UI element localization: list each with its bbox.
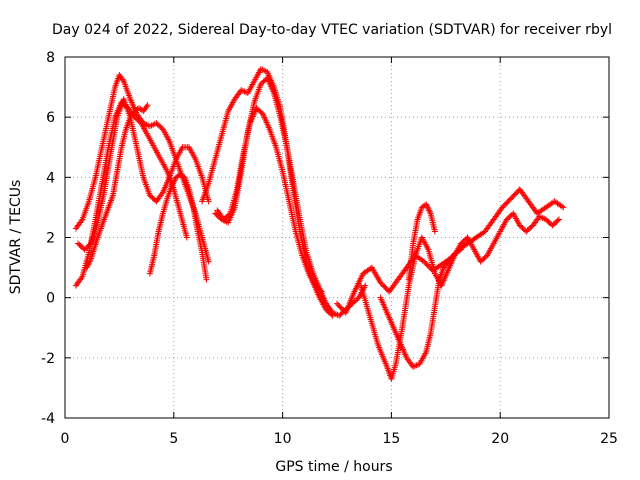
x-tick-label: 10 [274, 431, 292, 447]
data-point [226, 211, 233, 218]
data-point [144, 102, 151, 109]
chart-title: Day 024 of 2022, Sidereal Day-to-day VTE… [52, 22, 612, 38]
y-axis-label: SDTVAR / TECUs [8, 180, 24, 295]
data-point [558, 203, 565, 210]
x-axis-label: GPS time / hours [275, 459, 392, 475]
y-tick-label: 6 [46, 110, 55, 126]
grid-lines [65, 57, 609, 418]
data-point [203, 276, 210, 283]
data-point [447, 256, 454, 263]
data-point [138, 107, 145, 114]
data-point [560, 204, 567, 211]
y-tick-label: 2 [46, 231, 55, 247]
y-tick-label: 0 [46, 291, 55, 307]
data-point [205, 258, 212, 265]
data-point [555, 216, 562, 223]
data-point [554, 217, 561, 224]
x-tick-label: 25 [600, 431, 618, 447]
data-point [431, 228, 438, 235]
data-point [318, 288, 325, 295]
x-tick-label: 15 [382, 431, 400, 447]
data-point [456, 247, 463, 254]
data-point [205, 198, 212, 205]
data-point [480, 229, 487, 236]
data-point [183, 234, 190, 241]
y-tick-label: 4 [46, 170, 55, 186]
x-tick-label: 5 [169, 431, 178, 447]
plot-frame [64, 56, 610, 419]
data-points [72, 66, 567, 382]
x-tick-label: 0 [61, 431, 70, 447]
data-point [458, 246, 465, 253]
data-point [317, 287, 324, 294]
y-tick-label: 8 [46, 50, 55, 66]
y-tick-label: -4 [41, 411, 55, 427]
y-tick-label: -2 [41, 351, 55, 367]
x-tick-label: 20 [491, 431, 509, 447]
